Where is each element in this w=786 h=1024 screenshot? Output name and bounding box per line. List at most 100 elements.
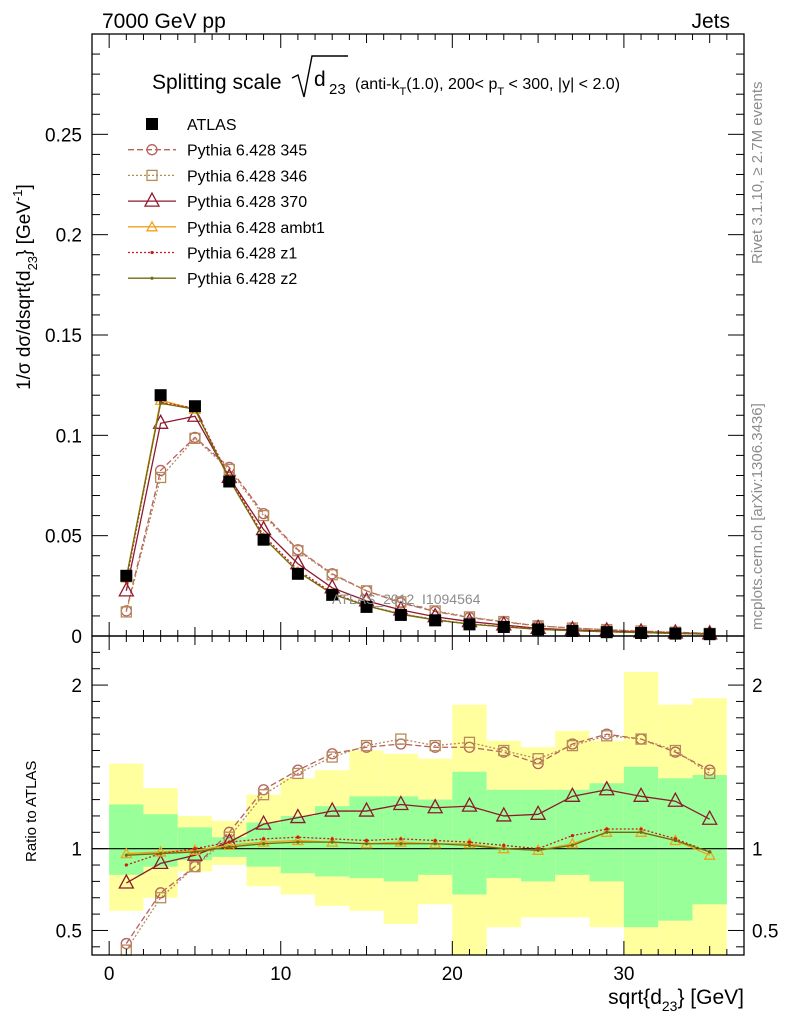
stat-uncertainty-band [658, 778, 693, 921]
ratio-point [364, 842, 369, 846]
ratio-point [159, 851, 163, 856]
y-tick-label-ratio-right: 1 [752, 840, 763, 861]
ratio-point [291, 834, 304, 846]
legend-entry: Pythia 6.428 ambt1 [128, 220, 325, 237]
y-tick-label-ratio-right: 2 [752, 676, 763, 697]
ratio-point [326, 751, 338, 763]
title-cuts-a-sub: T [399, 86, 406, 98]
data-point [189, 432, 201, 444]
ratio-point [669, 744, 682, 757]
ratio-point [564, 786, 581, 802]
ratio-point [227, 845, 231, 849]
uncertainty-bands [109, 671, 727, 955]
ratio-point [433, 838, 437, 843]
ratio-point [261, 837, 266, 841]
data-point [154, 464, 167, 477]
rivet-version-label: Rivet 3.1.10, ≥ 2.7M events [749, 82, 766, 265]
data-point [429, 614, 442, 627]
ratio-point [498, 744, 510, 757]
legend-marker [150, 276, 154, 280]
ratio-point [530, 804, 547, 820]
ratio-point [495, 806, 512, 822]
ratio-point [154, 892, 167, 904]
stat-uncertainty-band [555, 789, 590, 875]
ratio-point [463, 837, 476, 849]
ratio-point [566, 837, 579, 849]
ratio-point [120, 847, 133, 859]
x-tick-label: 10 [270, 964, 291, 985]
ratio-point [324, 801, 341, 817]
ratio-point [639, 830, 643, 834]
ratio-point [639, 827, 643, 831]
ratio-point [326, 748, 338, 760]
y-tick-label-main: 0.15 [45, 326, 82, 347]
title-cuts-c: < 300, |y| < 2.0) [504, 76, 620, 93]
title-cuts-b-sub: T [497, 86, 504, 98]
ratio-point [601, 730, 613, 742]
title-cuts-a: (anti-k [355, 76, 400, 93]
ratio-point [708, 850, 712, 854]
ratio-point [154, 845, 167, 857]
ratio-point [467, 843, 472, 847]
legend-label: Pythia 6.428 346 [187, 168, 307, 185]
ratio-point [124, 863, 128, 867]
data-point [291, 567, 304, 580]
ratio-point [427, 798, 444, 814]
y-tick-label-ratio: 2 [71, 676, 82, 697]
data-point [360, 600, 373, 613]
ratio-point [189, 861, 201, 873]
data-point [154, 471, 167, 484]
svg-text:(anti-kT(1.0), 200< pT < 300,: (anti-kT(1.0), 200< pT < 300, |y| < 2.0) [355, 76, 620, 98]
ratio-point [399, 837, 403, 841]
ratio-point [193, 847, 197, 851]
ratio-point [502, 843, 506, 847]
series-line-ratio [125, 733, 710, 944]
ratio-point [257, 835, 270, 847]
stat-uncertainty-band [486, 789, 521, 879]
ratio-point [188, 843, 202, 855]
series-line-ratio [126, 828, 710, 866]
y-tick-label-ratio: 1 [71, 840, 82, 861]
series-line-ratio [126, 831, 710, 856]
ratio-point [433, 842, 437, 846]
stat-uncertainty-band [349, 796, 384, 879]
data-point [395, 596, 407, 608]
legend-marker [146, 118, 158, 130]
ratio-point [598, 780, 615, 796]
data-point [257, 533, 270, 546]
x-tick-label: 20 [442, 964, 463, 985]
legend-label: Pythia 6.428 345 [187, 143, 307, 160]
legend-label: Pythia 6.428 370 [187, 194, 307, 211]
legend-entry: ATLAS [146, 117, 237, 134]
legend: ATLAS Pythia 6.428 345 Pythia 6.428 346 Pyt… [128, 117, 325, 288]
ratio-point [570, 843, 575, 847]
ratio-point [463, 736, 476, 748]
ratio-point [261, 842, 266, 846]
series-line-ratio [125, 735, 711, 951]
y-tick-label-main: 0 [71, 627, 82, 648]
stat-uncertainty-band [692, 775, 727, 905]
ratio-point [605, 830, 609, 834]
title-prefix: Splitting scale [152, 71, 282, 94]
legend-entry: Pythia 6.428 370 [128, 191, 307, 211]
y-tick-label-main: 0.25 [45, 125, 82, 146]
ratio-point [399, 842, 403, 846]
stat-uncertainty-band [520, 789, 556, 882]
ratio-point [392, 795, 409, 811]
stat-uncertainty-band [418, 799, 453, 875]
ratio-point [429, 739, 441, 752]
y-tick-label-main: 0.1 [56, 426, 82, 447]
ratio-point [289, 808, 306, 824]
ratio-point [536, 848, 540, 852]
ratio-point [330, 837, 334, 841]
header-right: Jets [691, 10, 730, 33]
ratio-point [703, 848, 716, 860]
ratio-point [701, 809, 718, 825]
legend-marker [145, 220, 159, 232]
data-point [497, 620, 510, 633]
ratio-point [223, 839, 236, 851]
ratio-point [255, 814, 272, 830]
x-tick-label: 30 [613, 964, 634, 985]
title-cuts-b: (1.0), 200< p [406, 76, 497, 93]
